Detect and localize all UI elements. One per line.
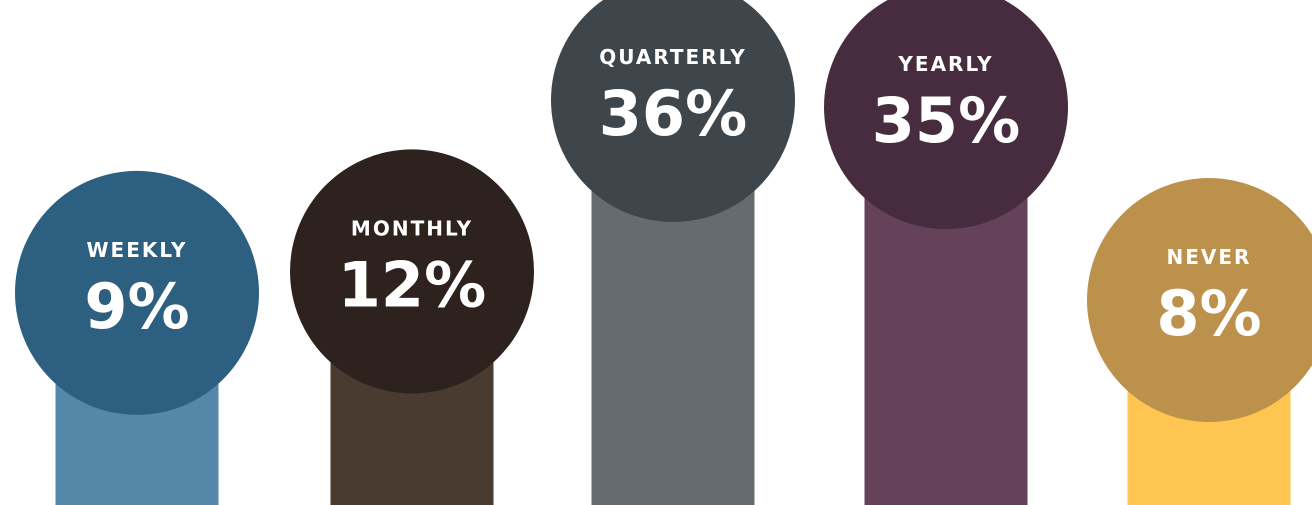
bar-circle-yearly <box>824 0 1068 230</box>
category-label-weekly: WEEKLY <box>87 238 188 262</box>
category-label-monthly: MONTHLY <box>351 216 473 240</box>
category-label-quarterly: QUARTERLY <box>599 45 746 69</box>
value-label-never: 8% <box>1156 277 1261 350</box>
category-label-never: NEVER <box>1167 245 1252 269</box>
bar-circle-monthly <box>290 149 534 394</box>
bar-circle-never <box>1087 178 1312 422</box>
value-label-weekly: 9% <box>84 270 189 343</box>
value-label-yearly: 35% <box>872 84 1020 157</box>
value-label-quarterly: 36% <box>599 77 747 150</box>
bar-circle-weekly <box>15 170 259 415</box>
value-label-monthly: 12% <box>338 248 486 321</box>
bar-circle-quarterly <box>551 0 795 222</box>
bar-labels: WEEKLY 9% MONTHLY 12% QUARTERLY 36% YEARLY 35% N… <box>84 45 1261 350</box>
bar-circles <box>15 0 1312 422</box>
category-label-yearly: YEARLY <box>897 52 993 76</box>
